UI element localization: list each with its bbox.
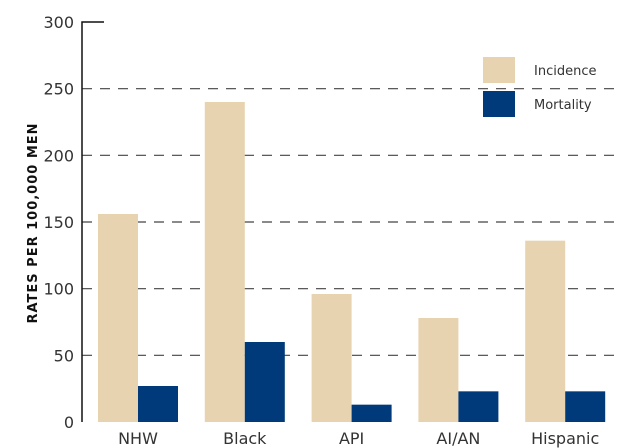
x-category-labels: NHW Black API AI/AN Hispanic bbox=[118, 429, 599, 448]
bar-incidence-black bbox=[204, 102, 245, 422]
y-tick-label: 0 bbox=[64, 413, 74, 432]
y-tick-label: 100 bbox=[43, 280, 74, 299]
y-tick-label: 200 bbox=[43, 146, 74, 165]
legend-label-incidence: Incidence bbox=[534, 64, 596, 79]
bar-mortality-hispanic bbox=[565, 391, 606, 422]
bar-incidence-api bbox=[311, 294, 352, 422]
bar-incidence-hispanic bbox=[525, 240, 566, 422]
y-axis-line bbox=[81, 21, 104, 422]
y-tick-label: 250 bbox=[43, 80, 74, 99]
x-category-label: Black bbox=[223, 429, 267, 448]
x-category-label: Hispanic bbox=[531, 429, 599, 448]
x-category-label: API bbox=[339, 429, 364, 448]
y-tick-label: 50 bbox=[54, 346, 74, 365]
axes bbox=[81, 21, 104, 422]
bar-mortality-api bbox=[351, 404, 392, 422]
bars bbox=[98, 102, 606, 422]
legend-swatch-mortality bbox=[483, 91, 515, 117]
bar-incidence-ai-an bbox=[418, 318, 459, 422]
legend: Incidence Mortality bbox=[483, 57, 596, 117]
x-category-label: AI/AN bbox=[436, 429, 480, 448]
bar-mortality-nhw bbox=[138, 386, 178, 422]
bar-incidence-nhw bbox=[98, 214, 138, 422]
y-axis-label: RATES PER 100,000 MEN bbox=[26, 122, 41, 323]
legend-swatch-incidence bbox=[483, 57, 515, 83]
y-tick-labels: 0 50 100 150 200 250 300 bbox=[43, 13, 74, 432]
bar-mortality-ai-an bbox=[458, 391, 499, 422]
bar-mortality-black bbox=[244, 342, 285, 422]
y-tick-label: 300 bbox=[43, 13, 74, 32]
x-category-label: NHW bbox=[118, 429, 158, 448]
y-tick-label: 150 bbox=[43, 213, 74, 232]
legend-label-mortality: Mortality bbox=[534, 98, 592, 113]
